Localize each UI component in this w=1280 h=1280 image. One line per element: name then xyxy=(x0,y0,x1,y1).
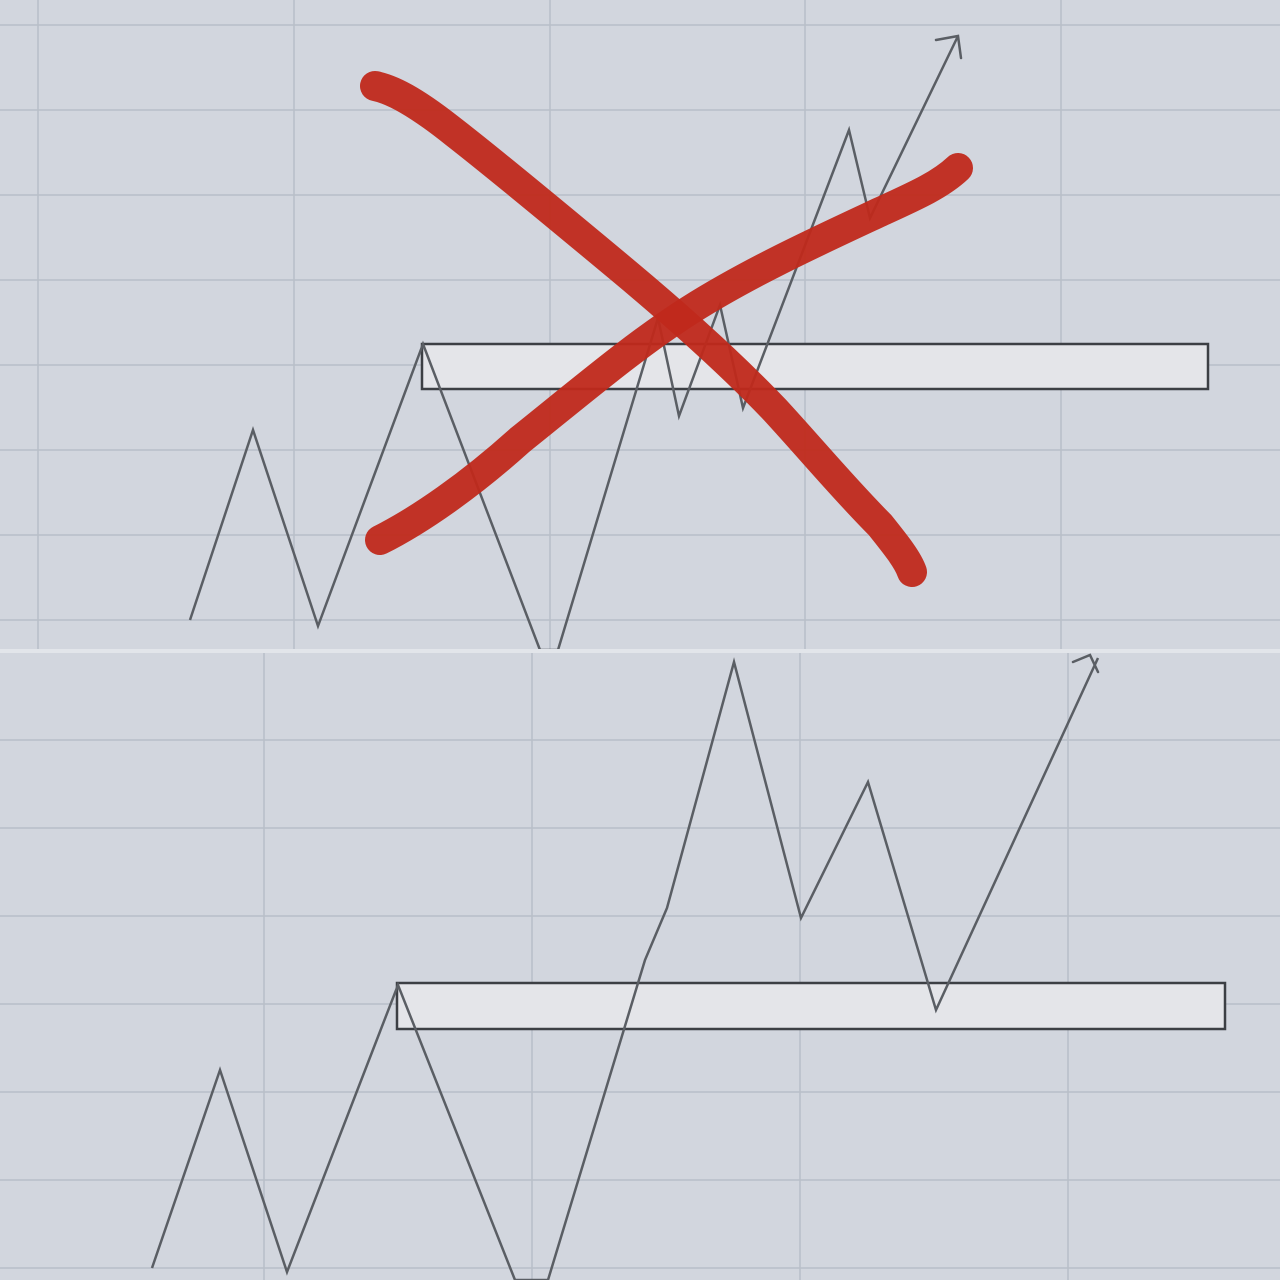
bottom-arrowhead-icon xyxy=(1071,653,1100,674)
top-arrowhead-icon xyxy=(934,34,963,60)
red-x-mark-icon xyxy=(360,71,973,587)
bottom-price-path xyxy=(150,657,1100,1280)
top-resistance-zone xyxy=(420,342,1210,391)
bottom-panel xyxy=(0,653,1280,1280)
red-x-stroke-2 xyxy=(365,153,973,555)
top-panel-grid xyxy=(0,0,1280,650)
bottom-panel-grid xyxy=(0,653,1280,1280)
top-panel xyxy=(0,0,1280,652)
bottom-resistance-zone xyxy=(395,981,1227,1031)
